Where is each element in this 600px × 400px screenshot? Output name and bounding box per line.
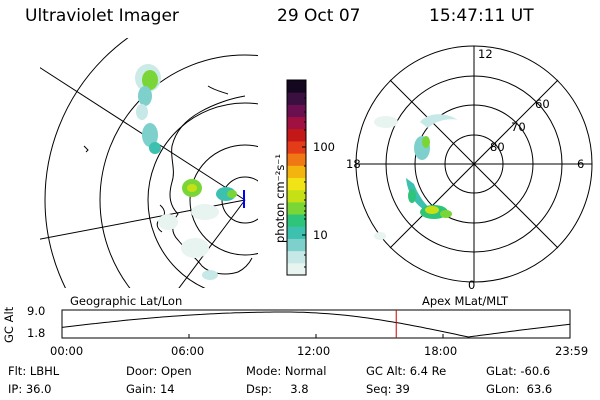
status-mode: Mode: Normal (246, 364, 327, 378)
geographic-map (40, 38, 258, 288)
color-bar-segment (287, 238, 306, 252)
orbit-xtick-1800: 18:00 (424, 344, 458, 358)
orbit-altitude-curve (61, 311, 571, 338)
mlt-label-6: 6 (577, 157, 585, 171)
mlt-label-0: 0 (468, 278, 476, 292)
apex-panel-label: Apex MLat/MLT (422, 294, 509, 308)
color-bar-segment (287, 201, 306, 215)
color-bar (287, 80, 306, 276)
orbit-xtick-0600: 06:00 (171, 344, 205, 358)
aurora-emission (135, 64, 237, 280)
color-bar-segment (287, 226, 306, 239)
polar-aurora (374, 114, 458, 240)
lat-circle (99, 54, 258, 288)
lat-label-60: 60 (535, 97, 550, 111)
lat-circle (189, 144, 258, 256)
orbit-xtick-1200: 12:00 (297, 344, 331, 358)
color-bar-segment (287, 189, 306, 203)
mlt-label-18: 18 (346, 157, 361, 171)
color-bar-segment (287, 140, 306, 154)
status-gain: Gain: 14 (126, 382, 175, 396)
status-seq: Seq: 39 (366, 382, 410, 396)
color-bar-segment (287, 250, 306, 264)
orbit-plot (61, 309, 571, 339)
geographic-panel-label: Geographic Lat/Lon (70, 294, 183, 308)
status-ip: IP: 36.0 (8, 382, 52, 396)
colorbar-unit-label: photon cm⁻²s⁻¹ (273, 154, 287, 243)
coastline (83, 145, 89, 153)
time-label: 15:47:11 UT (429, 6, 534, 26)
date-label: 29 Oct 07 (277, 6, 361, 26)
colorbar-tick-100: 100 (313, 140, 335, 154)
orbit-ylabel: GC Alt (2, 306, 16, 343)
status-door: Door: Open (126, 364, 192, 378)
polar-plot (355, 45, 593, 283)
lat-label-80: 80 (490, 140, 505, 154)
meridian-line (40, 67, 246, 201)
color-bar-segment (287, 128, 306, 142)
polar-diagonal (389, 79, 559, 249)
orbit-xtick-0000: 00:00 (50, 344, 84, 358)
orbit-ytick-top: 9.0 (27, 304, 46, 318)
lat-circle (44, 38, 129, 288)
colorbar-tick-10: 10 (313, 228, 328, 242)
color-bar-segment (287, 214, 306, 227)
status-filter: Flt: LBHL (8, 364, 60, 378)
orbit-ytick-bottom: 1.8 (27, 326, 46, 340)
color-bar-segment (287, 262, 306, 276)
lat-circle (147, 102, 258, 288)
color-bar-frame (286, 79, 307, 276)
color-bar-segment (287, 165, 306, 178)
status-gc-alt: GC Alt: 6.4 Re (366, 364, 447, 378)
color-bar-segment (287, 153, 306, 166)
mlt-label-12: 12 (478, 47, 493, 61)
coastline (207, 85, 229, 95)
color-bar-segment (287, 104, 306, 118)
color-bar-segment (287, 92, 306, 105)
status-glon: GLon: 63.6 (486, 382, 553, 396)
color-bar-segment (287, 80, 306, 93)
lat-label-70: 70 (511, 120, 526, 134)
status-dsp: Dsp: 3.8 (246, 382, 309, 396)
instrument-title: Ultraviolet Imager (25, 6, 179, 26)
coastline (169, 95, 253, 275)
color-bar-segment (287, 177, 306, 191)
status-glat: GLat: -60.6 (486, 364, 551, 378)
orbit-xtick-2359: 23:59 (555, 344, 589, 358)
color-bar-segment (287, 116, 306, 130)
